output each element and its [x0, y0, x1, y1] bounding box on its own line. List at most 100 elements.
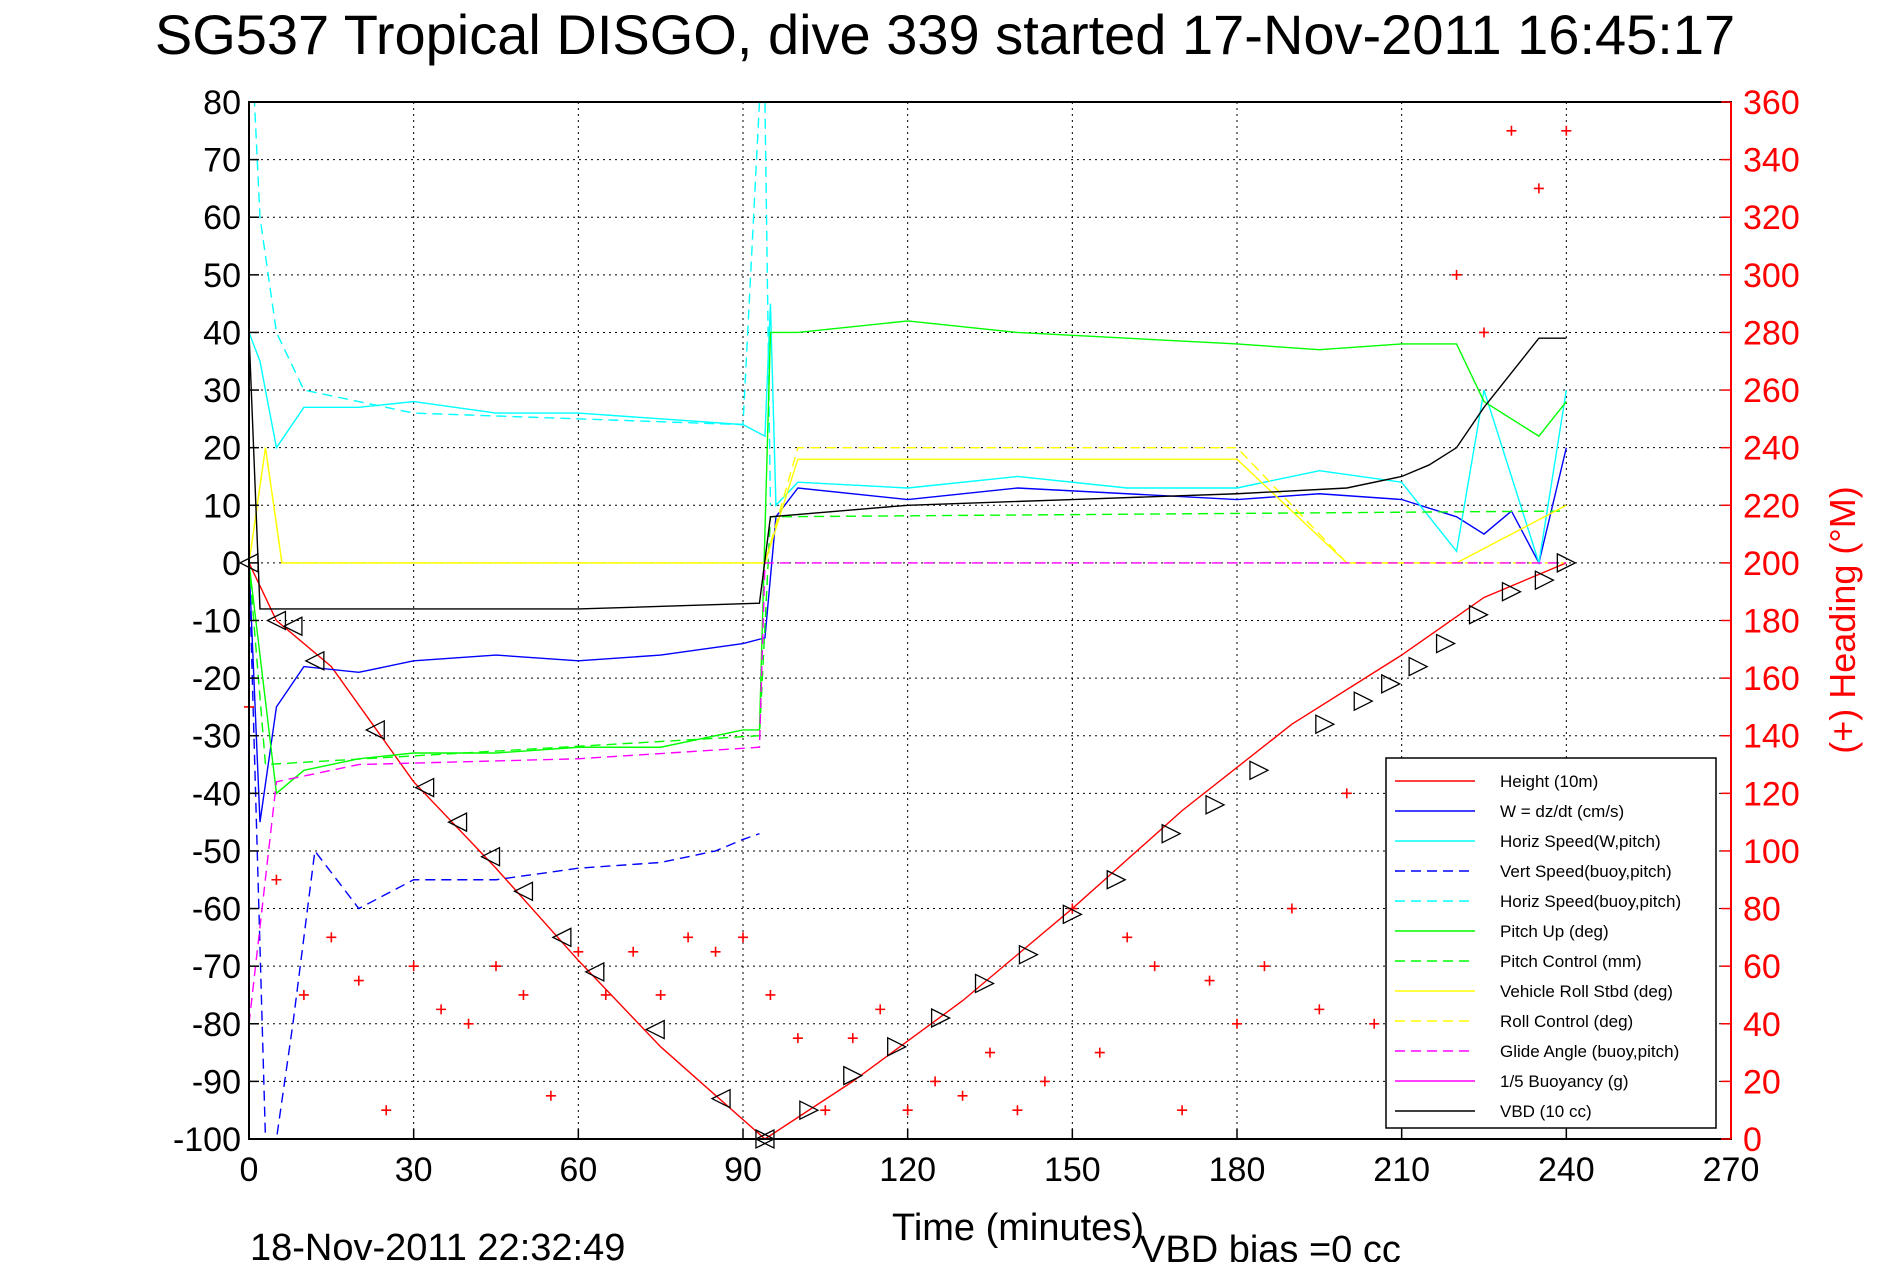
x-tick-label: 210 [1373, 1151, 1430, 1189]
right-y-tick-label: 100 [1743, 833, 1800, 871]
series-line-11 [248, 332, 1567, 610]
heading-point [1232, 1018, 1242, 1029]
left-y-tick-label: -70 [192, 948, 241, 986]
heading-point [655, 989, 666, 1000]
left-y-tick-label: -100 [173, 1121, 241, 1159]
height-marker-ascent [1249, 760, 1270, 781]
x-tick-label: 150 [1044, 1151, 1101, 1189]
footer-timestamp: 18-Nov-2011 22:32:49 [250, 1227, 625, 1262]
right-y-tick-label: 360 [1743, 84, 1800, 122]
height-marker-descent [512, 881, 534, 902]
heading-point [683, 932, 694, 943]
heading-point [298, 989, 309, 1000]
height-marker-ascent [1106, 869, 1127, 890]
height-marker-ascent [799, 1100, 820, 1121]
x-tick-label: 90 [724, 1151, 762, 1189]
right-y-tick-label: 320 [1743, 199, 1800, 237]
footer-vbd-bias: VBD bias =0 cc [1140, 1229, 1401, 1262]
legend-label: Roll Control (deg) [1500, 1012, 1633, 1031]
right-y-axis-label: (+) Heading (°M) [1822, 486, 1863, 753]
heading-point [600, 989, 611, 1000]
height-marker-ascent [1534, 570, 1555, 591]
x-tick-label: 0 [240, 1151, 259, 1189]
legend: Height (10m) W = dz/dt (cm/s) Horiz Speed(… [1385, 757, 1717, 1129]
left-y-tick-label: 10 [203, 487, 241, 525]
heading-point [1314, 1004, 1325, 1015]
legend-label: 1/5 Buoyancy (g) [1500, 1072, 1629, 1091]
x-axis-ticks: 0 30 60 90 120 150 180 210 240 270 [240, 1129, 1760, 1189]
heading-point [1451, 269, 1462, 280]
legend-label: Vert Speed(buoy,pitch) [1500, 862, 1672, 881]
x-tick-label: 30 [395, 1151, 433, 1189]
heading-point [1259, 961, 1270, 972]
x-tick-label: 180 [1209, 1151, 1266, 1189]
heading-point [1479, 327, 1489, 338]
heading-point [957, 1090, 968, 1101]
heading-point [408, 961, 419, 972]
right-y-tick-label: 60 [1743, 948, 1781, 986]
left-y-axis-ticks: 80 70 60 50 40 30 20 10 0 -10 -20 -30 -40 -50 -60 -70 -8… [173, 84, 259, 1159]
height-marker-ascent [1435, 633, 1457, 654]
legend-items: Height (10m) W = dz/dt (cm/s) Horiz Speed(… [1395, 772, 1681, 1121]
height-marker-ascent [1062, 904, 1083, 925]
right-y-tick-label: 80 [1743, 891, 1781, 929]
x-tick-label: 60 [559, 1151, 597, 1189]
series-line-1 [248, 447, 1568, 823]
left-y-tick-label: -50 [192, 833, 241, 871]
heading-point [1204, 975, 1215, 986]
height-marker-ascent [930, 1007, 952, 1029]
right-y-tick-label: 160 [1743, 660, 1800, 698]
height-marker-descent [364, 719, 385, 741]
left-y-tick-label: -60 [192, 891, 241, 929]
height-marker-ascent [1018, 944, 1039, 965]
x-tick-label: 240 [1538, 1151, 1595, 1189]
height-marker-descent [584, 961, 605, 982]
heading-point [847, 1033, 858, 1044]
left-y-tick-label: 80 [203, 84, 241, 122]
chart-title: SG537 Tropical DISGO, dive 339 started 1… [155, 3, 1735, 66]
right-y-tick-label: 140 [1743, 718, 1800, 756]
right-y-tick-label: 20 [1743, 1063, 1781, 1101]
right-y-tick-label: 120 [1743, 775, 1800, 813]
series-line-2 [248, 303, 1568, 564]
right-y-tick-label: 280 [1743, 314, 1800, 352]
heading-point [271, 874, 282, 885]
height-marker-descent [710, 1088, 731, 1109]
right-y-tick-label: 220 [1743, 487, 1800, 525]
heading-point [1506, 125, 1517, 136]
x-axis-label: Time (minutes) [892, 1207, 1144, 1249]
series-line-8 [248, 446, 1567, 564]
right-y-tick-label: 0 [1743, 1121, 1762, 1159]
height-markers-layer [238, 552, 1577, 1150]
height-marker-ascent [1556, 552, 1577, 573]
heading-point [573, 946, 584, 957]
heading-point [985, 1047, 995, 1058]
heading-point [1177, 1105, 1188, 1116]
heading-point [1122, 932, 1133, 943]
heading-point [930, 1076, 941, 1087]
height-marker-ascent [1161, 823, 1182, 844]
height-marker-ascent [1468, 604, 1489, 625]
heading-point [326, 932, 337, 943]
left-y-tick-label: 20 [203, 430, 241, 468]
right-y-tick-label: 340 [1743, 142, 1800, 180]
height-marker-descent [265, 610, 287, 631]
series-line-4 [249, 101, 772, 506]
heading-point [1533, 183, 1544, 194]
heading-point [875, 1004, 886, 1015]
heading-point [710, 946, 721, 957]
heading-point [1341, 788, 1352, 799]
height-marker-ascent [1315, 714, 1336, 735]
legend-label: Height (10m) [1500, 772, 1598, 791]
legend-box [1385, 757, 1717, 1129]
x-tick-label: 270 [1703, 1151, 1760, 1189]
left-y-tick-label: 60 [203, 199, 241, 237]
left-y-tick-label: -10 [192, 603, 241, 641]
right-y-tick-label: 260 [1743, 372, 1800, 410]
left-y-tick-label: -20 [192, 660, 241, 698]
left-y-tick-label: -90 [192, 1063, 241, 1101]
height-marker-ascent [1381, 673, 1402, 694]
height-marker-ascent [1353, 691, 1374, 712]
heading-point [436, 1004, 447, 1015]
